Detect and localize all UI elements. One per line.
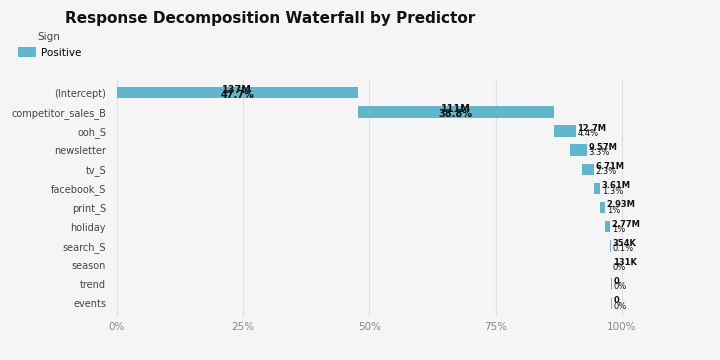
Text: 0: 0 [613,277,619,286]
Bar [570,144,587,156]
Text: 131K: 131K [613,258,636,267]
Text: 2.3%: 2.3% [595,167,616,176]
Text: 0: 0 [613,296,619,305]
Text: 0%: 0% [613,263,626,272]
Text: 2.93M: 2.93M [607,201,636,210]
Text: 2.77M: 2.77M [612,220,641,229]
Text: 47.7%: 47.7% [220,90,254,100]
Text: 0%: 0% [613,302,626,311]
Text: 12.7M: 12.7M [577,124,606,133]
Text: 3.3%: 3.3% [589,148,610,157]
Bar [117,87,358,98]
Legend: Positive: Positive [18,32,81,58]
Text: 111M: 111M [441,104,471,114]
Text: 0.1%: 0.1% [613,244,634,253]
Text: 354K: 354K [613,239,636,248]
Text: 4.4%: 4.4% [577,129,598,138]
Text: 0%: 0% [613,282,626,291]
Text: 38.8%: 38.8% [438,109,473,120]
Bar [606,221,611,233]
Bar [582,163,594,175]
Bar [600,202,606,213]
Bar [594,183,600,194]
Text: Response Decomposition Waterfall by Predictor: Response Decomposition Waterfall by Pred… [65,11,475,26]
Text: 6.71M: 6.71M [595,162,624,171]
Bar [554,125,576,137]
Text: 137M: 137M [222,85,252,95]
Text: 3.61M: 3.61M [602,181,631,190]
Text: 9.57M: 9.57M [589,143,618,152]
Text: 1%: 1% [612,225,625,234]
Text: 1%: 1% [607,206,620,215]
Bar [358,106,554,117]
Text: 1.3%: 1.3% [602,186,623,195]
